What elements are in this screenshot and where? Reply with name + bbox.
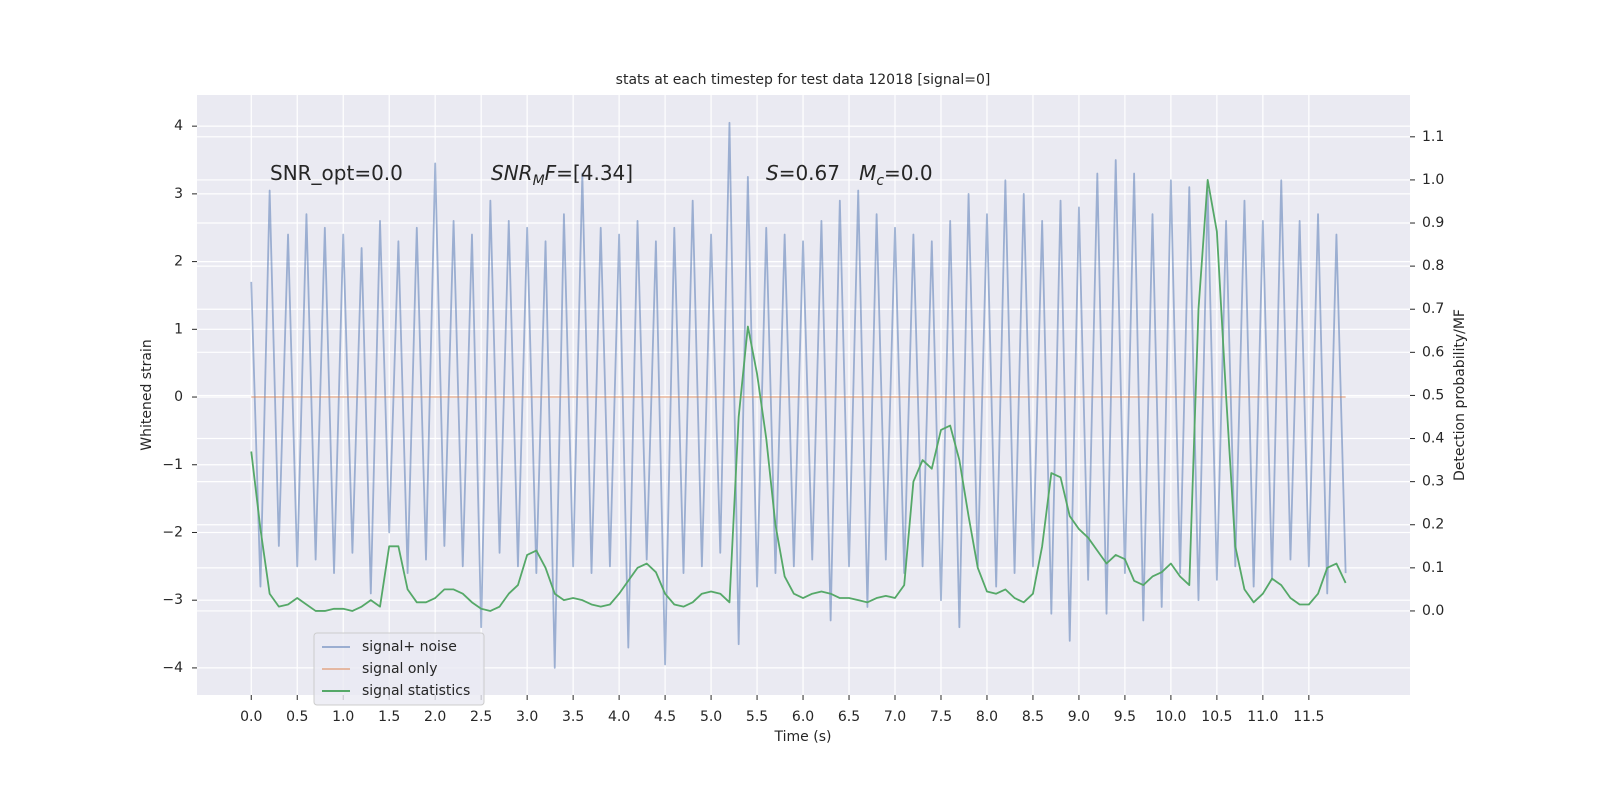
annotation-part: M	[533, 173, 545, 189]
y2-tick-label: 0.5	[1422, 387, 1444, 403]
annotation-part: =0.67	[779, 161, 859, 185]
x-tick-label: 11.0	[1247, 709, 1278, 725]
y2-tick-label: 0.8	[1422, 258, 1444, 274]
x-tick-label: 4.5	[654, 709, 676, 725]
x-tick-label: 9.5	[1114, 709, 1136, 725]
x-tick-label: 6.0	[792, 709, 814, 725]
y-tick-label: −4	[162, 660, 183, 676]
x-tick-label: 7.5	[930, 709, 952, 725]
y2-tick-label: 0.2	[1422, 517, 1444, 533]
x-tick-label: 10.5	[1201, 709, 1232, 725]
x-tick-label: 3.5	[562, 709, 584, 725]
y-tick-label: 4	[174, 118, 183, 134]
x-tick-label: 8.0	[976, 709, 998, 725]
series-line	[250, 121, 1347, 669]
y2-axis-label: Detection probability/MF	[1452, 309, 1468, 481]
x-tick-label: 9.0	[1068, 709, 1090, 725]
x-tick-label: 0.5	[286, 709, 308, 725]
y-axis-label: Whitened strain	[139, 339, 155, 450]
y-tick-label: 2	[174, 254, 183, 270]
x-tick-label: 6.5	[838, 709, 860, 725]
annotation-part: =0.0	[884, 161, 933, 185]
annotation-part: F	[545, 161, 557, 185]
x-tick-label: 5.0	[700, 709, 722, 725]
x-tick-label: 2.0	[424, 709, 446, 725]
annotation: SNRMF=[4.34]	[491, 161, 633, 189]
annotation-part: SNR	[491, 161, 533, 185]
y2-tick-label: 1.0	[1422, 172, 1444, 188]
x-tick-label: 2.5	[470, 709, 492, 725]
y2-tick-label: 0.6	[1422, 344, 1444, 360]
x-tick-label: 3.0	[516, 709, 538, 725]
y-tick-label: 1	[174, 321, 183, 337]
annotation-part: =[4.34]	[556, 161, 633, 185]
y2-tick-label: 0.3	[1422, 474, 1444, 490]
x-tick-label: 10.0	[1155, 709, 1186, 725]
y-tick-label: 0	[174, 389, 183, 405]
x-tick-label: 4.0	[608, 709, 630, 725]
y2-tick-label: 0.1	[1422, 560, 1444, 576]
annotation-part: S	[766, 161, 779, 185]
y2-tick-label: 0.0	[1422, 603, 1444, 619]
x-axis-label: Time (s)	[774, 729, 832, 745]
series-line	[250, 179, 1347, 612]
x-tick-label: 7.0	[884, 709, 906, 725]
y2-tick-label: 1.1	[1422, 129, 1444, 145]
x-tick-label: 1.5	[378, 709, 400, 725]
chart-title: stats at each timestep for test data 120…	[616, 72, 991, 88]
legend-label: signal statistics	[362, 683, 470, 699]
annotation-part: SNR_opt=0.0	[270, 161, 403, 185]
y2-tick-label: 0.9	[1422, 215, 1444, 231]
y-tick-label: −2	[162, 524, 183, 540]
annotation: SNR_opt=0.0	[270, 161, 403, 185]
legend-box	[313, 632, 485, 706]
x-tick-label: 8.5	[1022, 709, 1044, 725]
annotation-part: M	[859, 161, 876, 185]
x-tick-label: 11.5	[1293, 709, 1324, 725]
x-tick-label: 1.0	[332, 709, 354, 725]
y-tick-label: −3	[162, 592, 183, 608]
annotation-part: c	[876, 173, 884, 189]
x-tick-label: 5.5	[746, 709, 768, 725]
y-tick-label: −1	[162, 457, 183, 473]
annotation: S=0.67 Mc=0.0	[766, 161, 933, 189]
y-tick-label: 3	[174, 186, 183, 202]
y2-tick-label: 0.4	[1422, 431, 1444, 447]
legend-label: signal only	[362, 661, 437, 677]
legend-label: signal+ noise	[362, 639, 457, 655]
y2-tick-label: 0.7	[1422, 301, 1444, 317]
x-tick-label: 0.0	[240, 709, 262, 725]
